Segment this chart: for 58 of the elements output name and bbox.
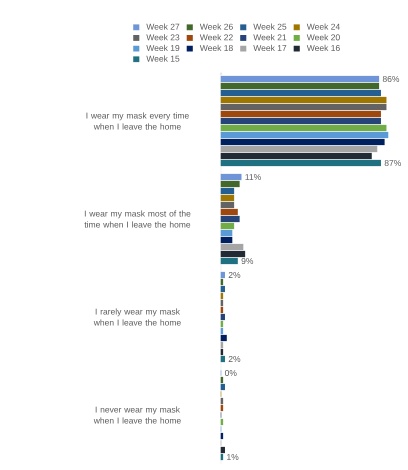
bar xyxy=(220,194,234,202)
legend-label: Week 19 xyxy=(146,44,180,52)
bar xyxy=(220,446,225,454)
bar xyxy=(220,272,225,278)
bar xyxy=(220,334,227,342)
bar xyxy=(220,152,372,160)
bar xyxy=(220,208,238,216)
legend-label: Week 18 xyxy=(200,44,233,52)
bar xyxy=(220,230,232,236)
bar xyxy=(220,132,388,138)
legend-label: Week 20 xyxy=(306,34,340,40)
bar xyxy=(220,90,381,96)
bar xyxy=(220,104,386,110)
data-label: 86% xyxy=(382,76,400,82)
legend-label: Week 25 xyxy=(253,23,286,30)
bar xyxy=(220,174,242,180)
bar xyxy=(220,138,385,146)
data-label: 2% xyxy=(228,356,240,362)
y-tick-label: I wear my mask every time when I leave the home xyxy=(86,112,189,130)
bar xyxy=(220,82,380,90)
bar xyxy=(220,160,381,166)
data-label: 87% xyxy=(384,160,401,166)
legend-label: Week 15 xyxy=(146,55,180,62)
legend-label: Week 24 xyxy=(306,23,340,30)
bar xyxy=(220,250,246,258)
data-label: 0% xyxy=(224,370,237,376)
data-label: 11% xyxy=(245,174,261,180)
bar xyxy=(220,110,381,118)
bar xyxy=(220,188,234,194)
legend-label: Week 26 xyxy=(200,23,233,30)
legend-label: Week 21 xyxy=(253,34,286,40)
bar xyxy=(220,146,378,152)
bar xyxy=(220,258,238,264)
bar xyxy=(220,314,225,320)
bar xyxy=(220,222,234,230)
bar xyxy=(220,384,225,390)
legend-label: Week 16 xyxy=(306,44,340,52)
bar xyxy=(220,216,240,222)
legend-label: Week 23 xyxy=(146,34,180,40)
y-tick-label: I wear my mask most of the time when I leave the home xyxy=(84,210,190,228)
legend-label: Week 17 xyxy=(253,44,286,52)
bar xyxy=(220,202,234,208)
bar xyxy=(220,96,386,104)
legend-label: Week 22 xyxy=(200,34,233,40)
bar xyxy=(220,180,240,188)
legend-label: Week 27 xyxy=(146,23,180,30)
y-tick-label: I rarely wear my mask when I leave the home xyxy=(94,308,181,326)
y-tick-label: I never wear my mask when I leave the home xyxy=(94,406,181,424)
bar xyxy=(220,236,232,244)
data-label: 2% xyxy=(228,272,240,278)
data-label: 9% xyxy=(242,258,254,264)
bar xyxy=(220,356,225,362)
data-label: 1% xyxy=(227,454,238,460)
bar xyxy=(220,244,244,250)
bar xyxy=(220,118,381,124)
bar xyxy=(220,124,386,132)
bar xyxy=(220,286,225,292)
bar xyxy=(220,76,380,82)
